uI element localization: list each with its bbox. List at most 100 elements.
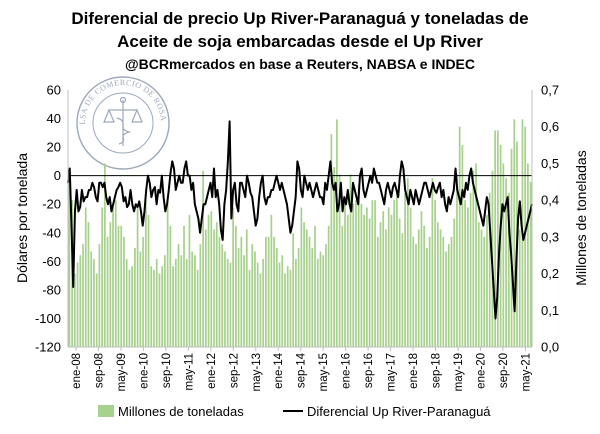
bar	[330, 134, 333, 347]
y-right-tick-label: 0,1	[541, 303, 559, 318]
bar	[169, 225, 172, 347]
bar	[93, 258, 95, 347]
bar	[215, 222, 218, 347]
y-left-tick-label: -100	[35, 311, 61, 326]
legend-label-bars: Millones de toneladas	[118, 404, 244, 419]
y-right-tick-label: 0,6	[541, 119, 559, 134]
bar	[483, 236, 486, 347]
x-tick-label: may-13	[251, 353, 263, 391]
bar	[245, 229, 248, 347]
bar	[265, 236, 267, 347]
bar	[166, 200, 169, 347]
bar	[300, 207, 303, 347]
bar	[412, 236, 415, 347]
bar	[95, 273, 98, 347]
y-right-tick-label: 0,3	[541, 229, 559, 244]
chart-subtitle: @BCRmercados en base a Reuters, NABSA e …	[125, 56, 475, 72]
bar	[218, 236, 221, 347]
bar	[415, 244, 417, 347]
bar	[453, 218, 456, 347]
bar	[360, 203, 363, 347]
bar	[431, 178, 434, 347]
bar	[445, 251, 447, 347]
bar	[259, 273, 262, 347]
bar	[183, 225, 185, 347]
x-tick-label: ene-16	[341, 353, 353, 389]
bar	[527, 163, 529, 347]
bar	[426, 247, 428, 347]
bar	[423, 225, 426, 347]
bar	[436, 222, 439, 347]
y-left-tick-label: -80	[42, 282, 61, 297]
bar	[480, 229, 483, 347]
bar	[289, 269, 292, 347]
bar	[240, 236, 243, 347]
bar	[284, 273, 286, 347]
x-tick-label: may-17	[386, 353, 398, 391]
bar	[275, 247, 278, 347]
bar	[385, 229, 387, 347]
bar	[428, 236, 431, 347]
x-tick-label: sep-10	[161, 353, 173, 388]
bar	[406, 178, 409, 347]
bar	[117, 225, 120, 347]
bar	[273, 236, 275, 347]
y-left-tick-label: 0	[54, 168, 61, 183]
bar	[316, 258, 319, 347]
bar	[439, 229, 442, 347]
bar	[251, 244, 254, 347]
bar	[352, 203, 355, 347]
bar	[518, 229, 521, 347]
bar	[210, 211, 213, 347]
bar	[112, 207, 114, 347]
bar	[150, 266, 153, 347]
bar	[344, 200, 346, 347]
bar	[409, 207, 412, 347]
bar	[106, 236, 109, 347]
bar	[319, 251, 322, 347]
x-tick-label: may-21	[520, 353, 532, 391]
bar	[174, 258, 177, 347]
bar	[98, 244, 101, 347]
bar	[164, 255, 166, 347]
bar	[335, 119, 338, 348]
bar	[180, 255, 183, 347]
bar	[393, 200, 396, 347]
bar	[398, 218, 401, 347]
bar	[368, 218, 371, 347]
bar	[325, 244, 327, 347]
bar	[87, 222, 90, 347]
bar	[84, 207, 87, 347]
bar	[494, 130, 497, 347]
bar	[204, 229, 207, 347]
bar	[447, 244, 450, 347]
bar	[382, 211, 385, 347]
bar	[125, 258, 128, 347]
bar	[254, 251, 256, 347]
bar	[172, 266, 174, 347]
y-right-tick-label: 0,0	[541, 340, 559, 355]
bar	[507, 192, 510, 347]
x-tick-label: sep-08	[93, 353, 105, 388]
bar	[355, 200, 357, 347]
x-tick-label: sep-12	[228, 353, 240, 388]
y-right-tick-label: 0,7	[541, 83, 559, 98]
bar	[297, 247, 300, 347]
chart-title-line-1: Diferencial de precio Up River-Paranaguá…	[71, 9, 528, 28]
bar	[401, 233, 404, 347]
y-left-tick-label: -120	[35, 340, 61, 355]
bar	[464, 200, 467, 347]
bar	[161, 266, 164, 347]
y-left-tick-label: 60	[47, 83, 61, 98]
bar	[144, 200, 147, 347]
bar	[199, 244, 202, 347]
x-tick-label: sep-18	[431, 353, 443, 388]
bar	[420, 211, 423, 347]
bar	[136, 207, 139, 347]
bar	[196, 269, 199, 347]
bar	[387, 207, 390, 347]
x-tick-label: ene-10	[138, 353, 150, 389]
bar	[109, 222, 112, 347]
x-tick-label: may-15	[318, 353, 330, 391]
bar	[134, 247, 136, 347]
